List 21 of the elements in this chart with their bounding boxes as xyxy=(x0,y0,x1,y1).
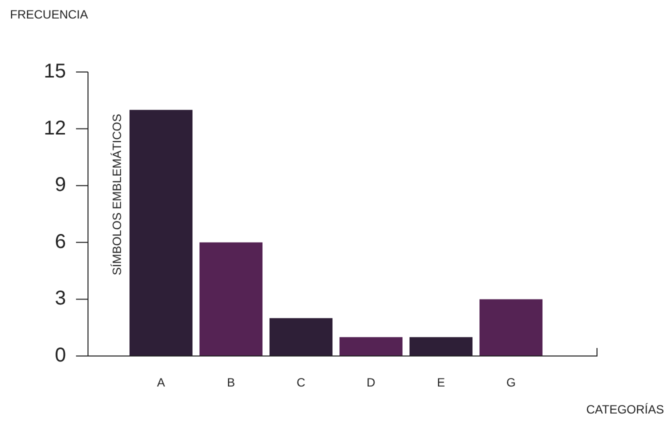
y-tick-label: 15 xyxy=(44,60,66,83)
y-axis-title: FRECUENCIA xyxy=(10,7,88,22)
bar xyxy=(270,318,332,356)
annotation: SÍMBOLOS EMBLEMÁTICOS xyxy=(110,114,124,276)
x-tick-label: B xyxy=(226,376,236,390)
x-tick-label: G xyxy=(506,376,516,390)
y-tick-label: 0 xyxy=(54,344,66,367)
bar xyxy=(200,242,262,356)
y-tick-label: 3 xyxy=(54,288,66,310)
bar xyxy=(410,337,472,356)
y-tick-label: 12 xyxy=(44,117,66,140)
y-tick-label: 9 xyxy=(54,174,66,196)
bar xyxy=(480,299,542,356)
x-axis-title: CATEGORÍAS xyxy=(586,402,664,416)
x-tick-label: E xyxy=(436,376,446,390)
x-tick-label: D xyxy=(366,376,376,390)
bar xyxy=(130,110,192,356)
y-tick-label: 6 xyxy=(54,230,66,253)
x-tick-label: C xyxy=(296,376,306,390)
bar xyxy=(340,337,402,356)
x-tick-label: A xyxy=(156,376,166,390)
